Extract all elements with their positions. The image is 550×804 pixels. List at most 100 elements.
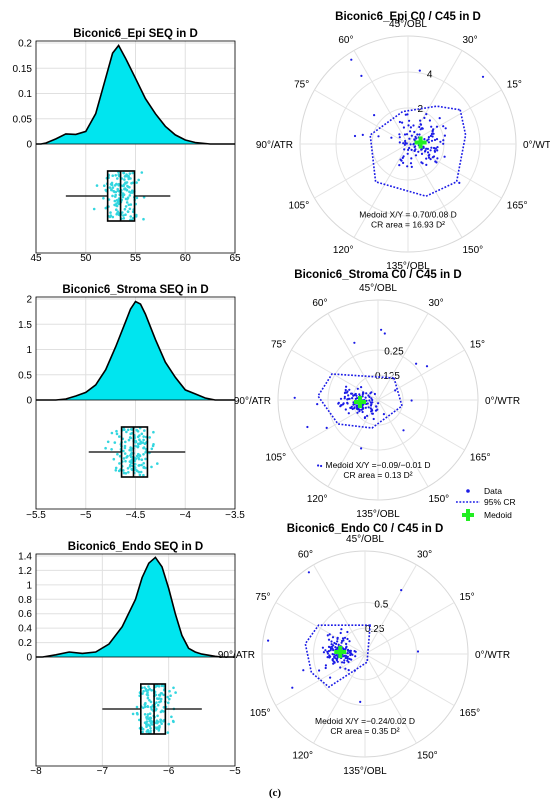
polar-data-point — [439, 140, 442, 143]
box-data-point — [103, 184, 106, 187]
y-tick-label: 2 — [26, 295, 32, 306]
polar-data-point — [349, 649, 352, 653]
polar-data-point — [366, 414, 369, 417]
polar-data-point — [306, 425, 309, 429]
y-tick-label: 0 — [26, 396, 32, 407]
box-data-point — [138, 442, 142, 446]
box-data-point — [160, 709, 164, 713]
box-data-point — [143, 429, 146, 432]
box-data-point — [157, 685, 161, 688]
polar-data-point — [402, 142, 405, 145]
angle-label: 165° — [507, 201, 528, 212]
box-data-point — [156, 714, 159, 718]
polar-data-point — [407, 148, 410, 151]
panel-title: Biconic6_Epi SEQ in D — [73, 28, 198, 40]
polar-data-point — [354, 397, 357, 400]
polar-data-point — [398, 164, 401, 167]
polar-data-point — [481, 75, 485, 78]
polar-data-point — [322, 651, 325, 654]
box-data-point — [124, 459, 127, 463]
box-data-point — [140, 432, 144, 436]
polar-data-point — [404, 113, 407, 116]
polar-data-point — [351, 653, 354, 656]
angle-label: 90°/ATR — [256, 140, 293, 151]
polar-data-point — [427, 136, 430, 139]
angle-label: 150° — [429, 494, 450, 505]
polar-data-point — [403, 133, 407, 136]
box-data-point — [123, 446, 127, 450]
polar-data-point — [331, 636, 335, 639]
box-data-point — [155, 701, 158, 704]
angle-label: 15° — [470, 340, 485, 351]
polar-data-point — [373, 114, 376, 117]
polar-data-point — [406, 165, 409, 168]
angle-label: 0°/WTR — [523, 140, 550, 151]
polar-data-point — [425, 365, 429, 368]
box-data-point — [116, 177, 119, 180]
kde-area — [40, 45, 211, 144]
polar-data-point — [344, 667, 347, 670]
polar-data-point — [409, 126, 412, 129]
polar-data-point — [320, 464, 323, 468]
box-data-point — [111, 194, 114, 198]
box-data-point — [154, 721, 158, 724]
box-data-point — [148, 436, 151, 439]
polar-data-point — [376, 408, 379, 411]
polar-data-point — [267, 639, 270, 642]
y-tick-label: 0 — [26, 653, 32, 664]
box-data-point — [104, 206, 108, 210]
polar-data-point — [405, 142, 408, 145]
polar-data-point — [352, 394, 355, 397]
polar-data-point — [371, 409, 374, 412]
box-data-point — [102, 196, 105, 200]
angle-label: 30° — [417, 550, 432, 561]
box-data-point — [128, 436, 132, 439]
y-tick-label: 1.4 — [18, 552, 32, 563]
polar-data-point — [351, 397, 354, 400]
angle-label: 165° — [470, 453, 491, 464]
angle-label: 60° — [298, 550, 313, 561]
polar-data-point — [340, 641, 343, 644]
polar-data-point — [348, 640, 351, 643]
polar-data-point — [403, 143, 406, 146]
box-iqr — [140, 683, 167, 735]
polar-data-point — [424, 149, 427, 152]
polar-panels: Biconic6_Epi C0 / C45 in D 2 4 0°/WTR 15° 30°… — [218, 11, 550, 777]
x-tick-label: −5.5 — [26, 510, 46, 521]
y-tick-label: 0.4 — [18, 624, 32, 635]
box-data-point — [136, 712, 139, 716]
polar-data-point — [324, 664, 327, 667]
polar-data-point — [326, 652, 329, 655]
box-data-point — [114, 204, 117, 207]
legend-label: Medoid — [484, 510, 512, 520]
box-data-point — [127, 438, 131, 442]
box-data-point — [117, 197, 121, 200]
y-tick-label: 1 — [26, 580, 32, 591]
polar-data-point — [333, 656, 336, 659]
legend-swatch-medoid — [462, 509, 474, 521]
polar-data-point — [341, 637, 345, 640]
polar-panel-endo_polar: Biconic6_Endo C0 / C45 in D 0.25 0.5 0°/WTR… — [218, 523, 510, 777]
panel-title: Biconic6_Endo C0 / C45 in D — [287, 523, 444, 535]
polar-data-point — [327, 638, 331, 641]
box-data-point — [128, 465, 132, 468]
polar-data-point — [328, 656, 331, 659]
polar-data-point — [435, 161, 438, 164]
box-data-point — [130, 182, 133, 185]
polar-data-point — [429, 149, 432, 152]
polar-data-point — [326, 634, 329, 637]
angle-label: 75° — [255, 592, 270, 603]
annotation-line: Medoid X/Y =−0.24/0.02 D — [315, 716, 415, 726]
polar-data-point — [368, 399, 371, 402]
polar-data-point — [362, 391, 365, 394]
polar-data-point — [329, 647, 333, 651]
y-tick-label: 1.5 — [18, 320, 32, 331]
box-data-point — [128, 194, 132, 197]
x-tick-label: 50 — [80, 253, 92, 264]
box-data-point — [121, 192, 125, 195]
confidence-region — [369, 105, 467, 198]
polar-data-point — [409, 162, 413, 165]
box-data-point — [123, 452, 127, 455]
box-data-point — [138, 434, 141, 437]
